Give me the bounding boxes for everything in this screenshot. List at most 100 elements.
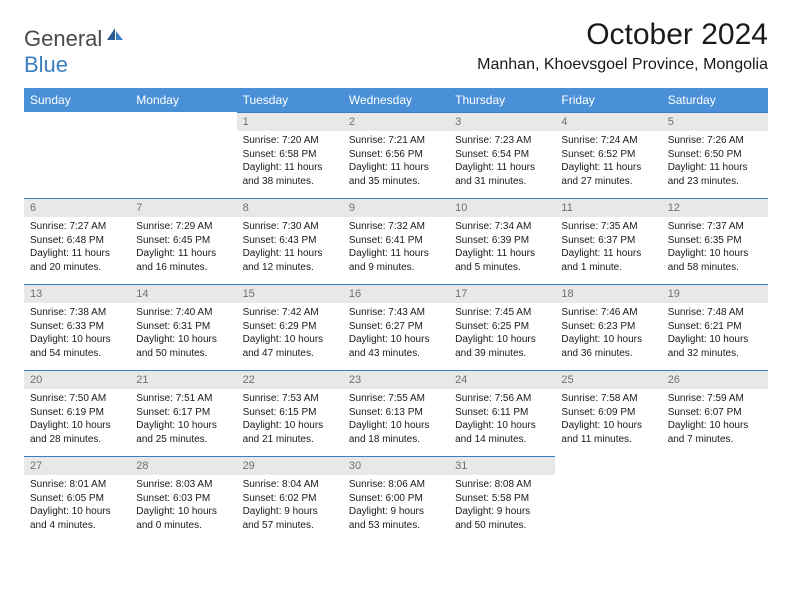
day-number: 27: [24, 456, 130, 475]
day-line: and 16 minutes.: [136, 261, 230, 275]
day-line: Sunset: 6:15 PM: [243, 406, 337, 420]
day-line: Daylight: 10 hours: [668, 333, 762, 347]
day-detail: Sunrise: 7:58 AMSunset: 6:09 PMDaylight:…: [555, 389, 661, 450]
day-detail: Sunrise: 7:38 AMSunset: 6:33 PMDaylight:…: [24, 303, 130, 364]
day-line: Daylight: 10 hours: [561, 419, 655, 433]
month-title: October 2024: [477, 18, 768, 52]
day-number: 12: [662, 198, 768, 217]
day-line: Sunrise: 8:04 AM: [243, 478, 337, 492]
calendar-table: SundayMondayTuesdayWednesdayThursdayFrid…: [24, 88, 768, 542]
day-line: and 47 minutes.: [243, 347, 337, 361]
day-line: Sunrise: 7:26 AM: [668, 134, 762, 148]
title-block: October 2024 Manhan, Khoevsgoel Province…: [477, 18, 768, 74]
day-line: and 50 minutes.: [136, 347, 230, 361]
day-number: 20: [24, 370, 130, 389]
calendar-empty-cell: [24, 112, 130, 198]
day-detail: Sunrise: 7:42 AMSunset: 6:29 PMDaylight:…: [237, 303, 343, 364]
day-line: and 50 minutes.: [455, 519, 549, 533]
calendar-day-cell: 26Sunrise: 7:59 AMSunset: 6:07 PMDayligh…: [662, 370, 768, 456]
day-detail: Sunrise: 7:55 AMSunset: 6:13 PMDaylight:…: [343, 389, 449, 450]
calendar-day-cell: 20Sunrise: 7:50 AMSunset: 6:19 PMDayligh…: [24, 370, 130, 456]
day-detail: Sunrise: 7:34 AMSunset: 6:39 PMDaylight:…: [449, 217, 555, 278]
day-detail: Sunrise: 7:23 AMSunset: 6:54 PMDaylight:…: [449, 131, 555, 192]
day-number: 29: [237, 456, 343, 475]
calendar-day-cell: 22Sunrise: 7:53 AMSunset: 6:15 PMDayligh…: [237, 370, 343, 456]
calendar-day-cell: 3Sunrise: 7:23 AMSunset: 6:54 PMDaylight…: [449, 112, 555, 198]
day-detail: Sunrise: 8:04 AMSunset: 6:02 PMDaylight:…: [237, 475, 343, 536]
day-line: and 27 minutes.: [561, 175, 655, 189]
calendar-day-cell: 9Sunrise: 7:32 AMSunset: 6:41 PMDaylight…: [343, 198, 449, 284]
calendar-day-cell: 23Sunrise: 7:55 AMSunset: 6:13 PMDayligh…: [343, 370, 449, 456]
day-line: Daylight: 10 hours: [136, 419, 230, 433]
day-detail: Sunrise: 8:08 AMSunset: 5:58 PMDaylight:…: [449, 475, 555, 536]
day-line: Daylight: 10 hours: [668, 247, 762, 261]
day-line: Daylight: 10 hours: [136, 505, 230, 519]
day-detail: Sunrise: 7:35 AMSunset: 6:37 PMDaylight:…: [555, 217, 661, 278]
day-line: Daylight: 10 hours: [561, 333, 655, 347]
day-number: 10: [449, 198, 555, 217]
day-number: 15: [237, 284, 343, 303]
day-line: Sunrise: 7:34 AM: [455, 220, 549, 234]
day-number: 19: [662, 284, 768, 303]
logo: General Blue: [24, 18, 125, 78]
logo-general: General: [24, 26, 102, 51]
calendar-day-cell: 7Sunrise: 7:29 AMSunset: 6:45 PMDaylight…: [130, 198, 236, 284]
calendar-day-cell: 15Sunrise: 7:42 AMSunset: 6:29 PMDayligh…: [237, 284, 343, 370]
day-line: and 43 minutes.: [349, 347, 443, 361]
day-line: Sunrise: 7:40 AM: [136, 306, 230, 320]
calendar-body: 1Sunrise: 7:20 AMSunset: 6:58 PMDaylight…: [24, 112, 768, 542]
calendar-day-cell: 25Sunrise: 7:58 AMSunset: 6:09 PMDayligh…: [555, 370, 661, 456]
calendar-week-row: 27Sunrise: 8:01 AMSunset: 6:05 PMDayligh…: [24, 456, 768, 542]
day-line: Daylight: 10 hours: [136, 333, 230, 347]
weekday-header: Monday: [130, 88, 236, 112]
day-line: Sunset: 6:58 PM: [243, 148, 337, 162]
day-line: and 58 minutes.: [668, 261, 762, 275]
day-line: Sunset: 6:19 PM: [30, 406, 124, 420]
day-detail: Sunrise: 7:30 AMSunset: 6:43 PMDaylight:…: [237, 217, 343, 278]
calendar-empty-cell: [130, 112, 236, 198]
day-number: 28: [130, 456, 236, 475]
day-detail: Sunrise: 7:48 AMSunset: 6:21 PMDaylight:…: [662, 303, 768, 364]
calendar-day-cell: 17Sunrise: 7:45 AMSunset: 6:25 PMDayligh…: [449, 284, 555, 370]
logo-text: General Blue: [24, 26, 125, 78]
day-line: and 12 minutes.: [243, 261, 337, 275]
calendar-week-row: 20Sunrise: 7:50 AMSunset: 6:19 PMDayligh…: [24, 370, 768, 456]
calendar-day-cell: 10Sunrise: 7:34 AMSunset: 6:39 PMDayligh…: [449, 198, 555, 284]
day-number: 18: [555, 284, 661, 303]
day-line: and 25 minutes.: [136, 433, 230, 447]
day-line: and 36 minutes.: [561, 347, 655, 361]
weekday-header: Thursday: [449, 88, 555, 112]
day-line: and 57 minutes.: [243, 519, 337, 533]
day-line: Sunset: 6:05 PM: [30, 492, 124, 506]
day-number: 16: [343, 284, 449, 303]
day-line: Sunrise: 7:37 AM: [668, 220, 762, 234]
calendar-head: SundayMondayTuesdayWednesdayThursdayFrid…: [24, 88, 768, 112]
calendar-day-cell: 27Sunrise: 8:01 AMSunset: 6:05 PMDayligh…: [24, 456, 130, 542]
day-number: 8: [237, 198, 343, 217]
day-line: Sunrise: 7:32 AM: [349, 220, 443, 234]
day-number: 9: [343, 198, 449, 217]
day-detail: Sunrise: 8:03 AMSunset: 6:03 PMDaylight:…: [130, 475, 236, 536]
weekday-header: Sunday: [24, 88, 130, 112]
day-detail: Sunrise: 7:21 AMSunset: 6:56 PMDaylight:…: [343, 131, 449, 192]
day-detail: Sunrise: 7:32 AMSunset: 6:41 PMDaylight:…: [343, 217, 449, 278]
calendar-empty-cell: [555, 456, 661, 542]
day-detail: Sunrise: 7:46 AMSunset: 6:23 PMDaylight:…: [555, 303, 661, 364]
day-line: Daylight: 11 hours: [455, 247, 549, 261]
day-line: Sunset: 6:13 PM: [349, 406, 443, 420]
day-line: Sunset: 6:31 PM: [136, 320, 230, 334]
day-line: Sunset: 6:23 PM: [561, 320, 655, 334]
day-line: Sunset: 6:21 PM: [668, 320, 762, 334]
day-line: and 0 minutes.: [136, 519, 230, 533]
day-line: Daylight: 11 hours: [561, 161, 655, 175]
day-detail: Sunrise: 7:37 AMSunset: 6:35 PMDaylight:…: [662, 217, 768, 278]
calendar-day-cell: 8Sunrise: 7:30 AMSunset: 6:43 PMDaylight…: [237, 198, 343, 284]
day-line: Daylight: 10 hours: [30, 419, 124, 433]
day-line: Daylight: 10 hours: [349, 419, 443, 433]
day-line: Sunrise: 7:43 AM: [349, 306, 443, 320]
day-line: Sunrise: 7:53 AM: [243, 392, 337, 406]
day-line: and 21 minutes.: [243, 433, 337, 447]
day-line: Sunrise: 7:59 AM: [668, 392, 762, 406]
weekday-row: SundayMondayTuesdayWednesdayThursdayFrid…: [24, 88, 768, 112]
day-number: 6: [24, 198, 130, 217]
